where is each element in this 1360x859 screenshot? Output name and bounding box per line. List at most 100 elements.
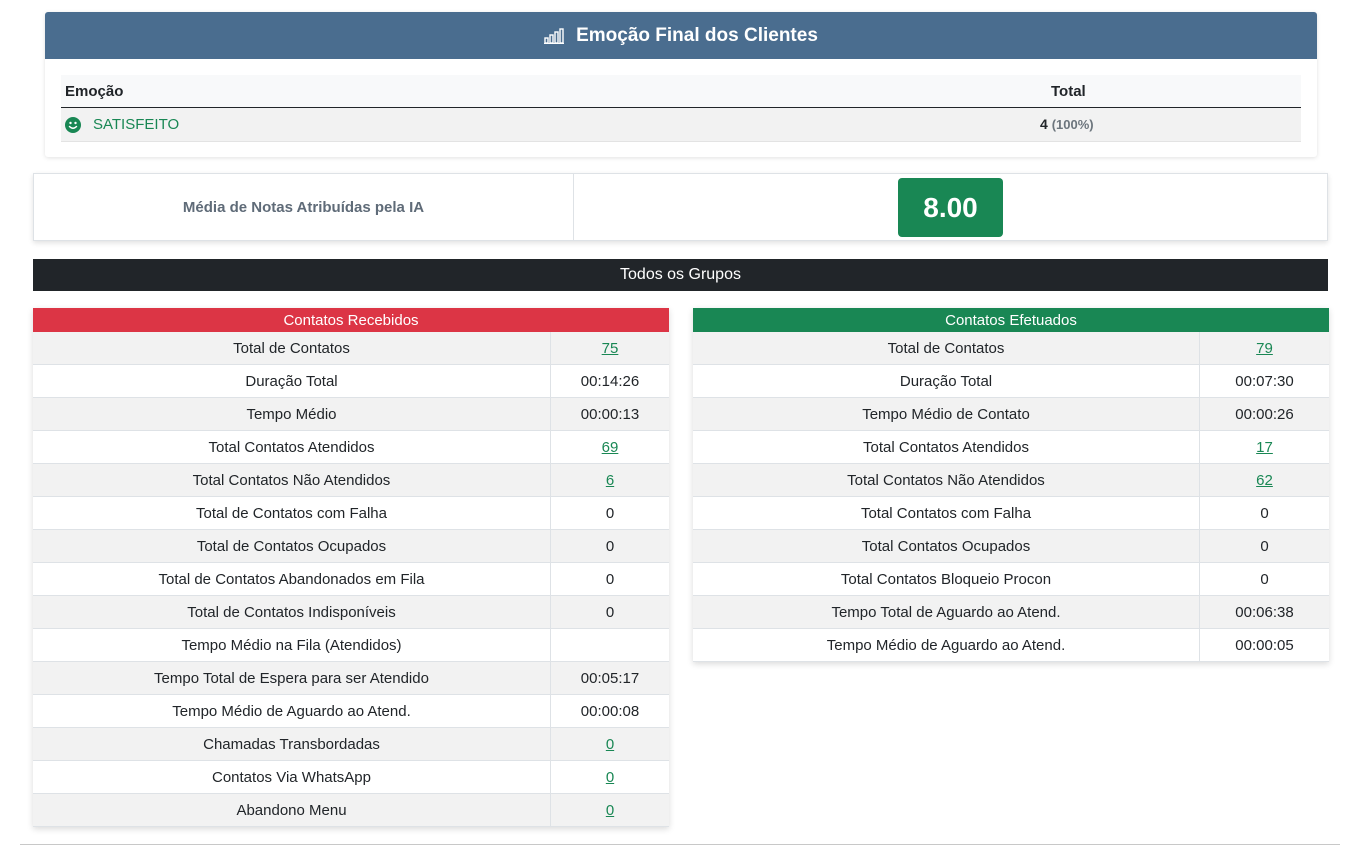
- row-label: Tempo Médio de Aguardo ao Atend.: [33, 695, 551, 727]
- emotion-card-title: Emoção Final dos Clientes: [576, 24, 818, 46]
- row-value-link[interactable]: 75: [601, 339, 619, 357]
- smile-icon: [65, 116, 81, 133]
- table-row: Total Contatos Atendidos 69: [33, 431, 669, 464]
- row-value: [551, 629, 669, 661]
- emotion-column-header: Emoção: [65, 83, 124, 100]
- table-row: Abandono Menu 0: [33, 794, 669, 827]
- row-value: 0: [1260, 504, 1269, 522]
- row-label: Total de Contatos com Falha: [33, 497, 551, 529]
- made-contacts-header: Contatos Efetuados: [693, 308, 1329, 332]
- table-row: Contatos Via WhatsApp 0: [33, 761, 669, 794]
- row-value: 0: [1260, 570, 1269, 588]
- row-value-link[interactable]: 0: [605, 768, 615, 786]
- row-label: Total Contatos Atendidos: [33, 431, 551, 463]
- row-label: Total Contatos Não Atendidos: [33, 464, 551, 496]
- table-row: Tempo Total de Espera para ser Atendido 0…: [33, 662, 669, 695]
- emotion-row: SATISFEITO 4 (100%): [61, 108, 1301, 142]
- row-label: Tempo Total de Espera para ser Atendido: [33, 662, 551, 694]
- ai-average-card: Média de Notas Atribuídas pela IA 8.00: [33, 173, 1328, 241]
- table-row: Tempo Total de Aguardo ao Atend. 00:06:38: [693, 596, 1329, 629]
- row-label: Total de Contatos: [33, 332, 551, 364]
- row-label: Total de Contatos Indisponíveis: [33, 596, 551, 628]
- row-value-link[interactable]: 69: [601, 438, 619, 456]
- table-row: Total de Contatos com Falha 0: [33, 497, 669, 530]
- row-label: Tempo Médio na Fila (Atendidos): [33, 629, 551, 661]
- received-contacts-table: Contatos Recebidos Total de Contatos 75 Du…: [33, 308, 669, 827]
- row-value: 00:07:30: [1235, 372, 1294, 390]
- row-label: Total Contatos Ocupados: [693, 530, 1200, 562]
- all-groups-bar: Todos os Grupos: [33, 259, 1328, 291]
- row-value-link[interactable]: 79: [1256, 339, 1273, 357]
- emotion-label: SATISFEITO: [93, 116, 180, 133]
- table-row: Tempo Médio de Aguardo ao Atend. 00:00:08: [33, 695, 669, 728]
- table-row: Total de Contatos Indisponíveis 0: [33, 596, 669, 629]
- table-row: Total Contatos Bloqueio Procon 0: [693, 563, 1329, 596]
- row-value-link[interactable]: 0: [605, 801, 615, 819]
- table-row: Total Contatos com Falha 0: [693, 497, 1329, 530]
- row-label: Total Contatos Não Atendidos: [693, 464, 1200, 496]
- row-value-link[interactable]: 0: [605, 735, 615, 753]
- total-column-header: Total: [1051, 83, 1086, 100]
- row-value: 0: [1260, 537, 1269, 555]
- table-row: Total de Contatos Ocupados 0: [33, 530, 669, 563]
- table-row: Total Contatos Não Atendidos 6: [33, 464, 669, 497]
- row-label: Total Contatos com Falha: [693, 497, 1200, 529]
- row-value: 00:06:38: [1235, 603, 1294, 621]
- table-row: Total de Contatos 75: [33, 332, 669, 365]
- row-label: Tempo Médio de Aguardo ao Atend.: [693, 629, 1200, 661]
- ai-average-label: Média de Notas Atribuídas pela IA: [34, 174, 574, 240]
- row-label: Duração Total: [33, 365, 551, 397]
- table-row: Duração Total 00:07:30: [693, 365, 1329, 398]
- table-row: Total Contatos Ocupados 0: [693, 530, 1329, 563]
- row-value: 00:00:26: [1235, 405, 1294, 423]
- table-row: Total de Contatos Abandonados em Fila 0: [33, 563, 669, 596]
- made-contacts-body: Total de Contatos 79 Duração Total 00:07:30…: [693, 332, 1329, 662]
- emotion-total-count: 4: [1040, 116, 1048, 132]
- emotion-total-percent: (100%): [1051, 117, 1094, 132]
- row-label: Tempo Médio: [33, 398, 551, 430]
- row-label: Total de Contatos Ocupados: [33, 530, 551, 562]
- row-label: Chamadas Transbordadas: [33, 728, 551, 760]
- row-value: 00:00:05: [1235, 636, 1294, 654]
- emotion-name: SATISFEITO: [65, 116, 179, 133]
- table-row: Duração Total 00:14:26: [33, 365, 669, 398]
- row-label: Total Contatos Bloqueio Procon: [693, 563, 1200, 595]
- row-label: Tempo Médio de Contato: [693, 398, 1200, 430]
- received-contacts-body: Total de Contatos 75 Duração Total 00:14:26…: [33, 332, 669, 827]
- table-row: Tempo Médio de Contato 00:00:26: [693, 398, 1329, 431]
- row-value: 0: [605, 504, 615, 522]
- row-value-link[interactable]: 17: [1256, 438, 1273, 456]
- row-label: Duração Total: [693, 365, 1200, 397]
- row-label: Contatos Via WhatsApp: [33, 761, 551, 793]
- row-label: Abandono Menu: [33, 794, 551, 826]
- row-value: 00:00:08: [580, 702, 640, 720]
- row-value-link[interactable]: 62: [1256, 471, 1273, 489]
- row-value: 00:14:26: [580, 372, 640, 390]
- row-value: 00:00:13: [580, 405, 640, 423]
- row-label: Tempo Total de Aguardo ao Atend.: [693, 596, 1200, 628]
- bottom-divider: [20, 844, 1340, 845]
- emotion-table-header: Emoção Total: [61, 75, 1301, 108]
- made-contacts-table: Contatos Efetuados Total de Contatos 79 Du…: [693, 308, 1329, 662]
- table-row: Total de Contatos 79: [693, 332, 1329, 365]
- bar-chart-icon: [544, 27, 565, 44]
- table-row: Total Contatos Não Atendidos 62: [693, 464, 1329, 497]
- row-value: 0: [605, 603, 615, 621]
- table-row: Tempo Médio de Aguardo ao Atend. 00:00:05: [693, 629, 1329, 662]
- received-contacts-header: Contatos Recebidos: [33, 308, 669, 332]
- row-value: 0: [605, 570, 615, 588]
- emotion-card: Emoção Final dos Clientes Emoção Total S…: [45, 12, 1317, 157]
- emotion-total: 4 (100%): [1040, 116, 1094, 132]
- row-value-link[interactable]: 6: [605, 471, 615, 489]
- emotion-card-header: Emoção Final dos Clientes: [45, 12, 1317, 59]
- table-row: Tempo Médio 00:00:13: [33, 398, 669, 431]
- emotion-table: Emoção Total SATISFEITO 4 (100%): [61, 75, 1301, 142]
- row-value: 00:05:17: [580, 669, 640, 687]
- table-row: Total Contatos Atendidos 17: [693, 431, 1329, 464]
- row-label: Total de Contatos Abandonados em Fila: [33, 563, 551, 595]
- row-label: Total Contatos Atendidos: [693, 431, 1200, 463]
- table-row: Tempo Médio na Fila (Atendidos): [33, 629, 669, 662]
- ai-average-badge: 8.00: [898, 178, 1003, 237]
- row-label: Total de Contatos: [693, 332, 1200, 364]
- table-row: Chamadas Transbordadas 0: [33, 728, 669, 761]
